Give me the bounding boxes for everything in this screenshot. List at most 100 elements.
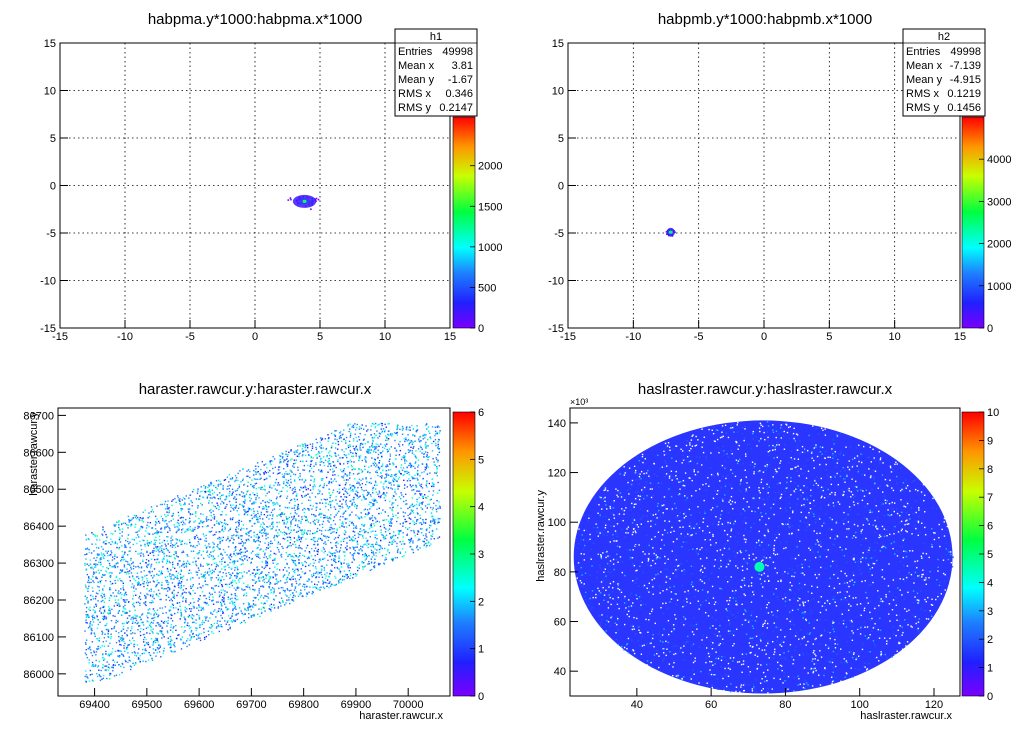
data-point: [428, 432, 431, 434]
data-point: [409, 449, 411, 452]
data-point: [143, 570, 145, 572]
data-point: [267, 547, 270, 549]
data-point: [121, 556, 123, 559]
data-point: [351, 511, 353, 513]
data-point: [313, 572, 315, 575]
data-point: [164, 508, 167, 510]
data-point: [416, 472, 418, 475]
data-point: [285, 516, 288, 518]
data-point: [373, 448, 376, 450]
data-point: [393, 502, 395, 504]
data-point: [373, 433, 376, 435]
data-point: [365, 498, 367, 500]
data-point: [376, 446, 378, 448]
data-point: [216, 488, 218, 490]
data-point: [260, 502, 262, 505]
data-point: [368, 554, 370, 557]
data-point: [250, 497, 252, 500]
data-point: [141, 621, 143, 624]
data-point: [243, 513, 246, 516]
data-point: [169, 635, 172, 638]
data-point: [165, 562, 168, 565]
data-point: [257, 546, 259, 549]
data-point: [168, 510, 171, 512]
data-point: [344, 440, 347, 442]
data-point: [435, 442, 437, 444]
data-point: [89, 626, 91, 628]
data-point: [374, 446, 376, 448]
data-point: [132, 543, 134, 546]
data-point: [278, 529, 280, 531]
data-point: [336, 551, 338, 553]
data-point: [413, 453, 415, 456]
data-point: [199, 491, 202, 493]
data-point: [314, 523, 316, 525]
data-point: [229, 554, 231, 556]
data-point: [166, 540, 169, 542]
data-point: [425, 441, 427, 444]
data-point: [360, 486, 363, 489]
data-point: [134, 652, 136, 654]
data-point: [422, 520, 425, 523]
data-point: [310, 460, 312, 463]
data-point: [121, 635, 124, 637]
stats-label: Entries: [906, 46, 941, 58]
data-point: [279, 490, 281, 493]
data-point: [272, 467, 274, 470]
data-point: [286, 507, 289, 509]
data-point: [225, 523, 227, 526]
data-point: [297, 555, 300, 558]
data-point: [414, 535, 416, 537]
data-point: [91, 665, 93, 667]
data-point: [330, 524, 332, 526]
data-point: [342, 469, 345, 472]
data-point: [368, 492, 370, 495]
data-point: [387, 439, 389, 441]
data-point: [90, 594, 92, 597]
data-point: [293, 507, 295, 509]
data-point: [220, 579, 223, 582]
data-point: [320, 586, 322, 589]
data-point: [220, 592, 223, 594]
data-point: [190, 616, 193, 618]
data-point: [389, 524, 392, 527]
data-point: [181, 551, 183, 554]
data-point: [211, 516, 214, 519]
data-point: [186, 560, 189, 562]
data-point: [205, 518, 207, 520]
data-point: [156, 651, 159, 654]
data-point: [87, 590, 89, 592]
data-point: [220, 602, 223, 605]
data-point: [309, 570, 311, 572]
data-point: [216, 502, 218, 504]
data-point: [293, 589, 296, 591]
stats-name: h1: [430, 31, 442, 43]
data-point: [135, 550, 137, 553]
data-point: [308, 471, 311, 473]
data-point: [119, 532, 121, 535]
data-point: [247, 507, 250, 509]
data-point: [430, 519, 432, 522]
data-point: [413, 489, 415, 491]
data-point: [104, 624, 106, 627]
data-point: [269, 567, 271, 570]
data-point: [423, 540, 425, 543]
data-point: [152, 554, 155, 557]
data-point: [166, 567, 169, 570]
data-point: [182, 551, 185, 553]
data-point: [419, 445, 422, 447]
data-point: [354, 486, 356, 489]
data-point: [383, 563, 386, 565]
data-point: [282, 453, 284, 455]
data-point: [400, 464, 403, 466]
data-point: [355, 514, 357, 516]
data-point: [279, 602, 282, 604]
data-point: [320, 573, 323, 576]
data-point: [190, 610, 192, 613]
data-point: [158, 535, 161, 537]
data-point: [322, 586, 325, 588]
data-point: [427, 466, 430, 468]
data-point: [290, 481, 292, 483]
data-point: [216, 611, 218, 614]
data-point: [396, 537, 399, 539]
